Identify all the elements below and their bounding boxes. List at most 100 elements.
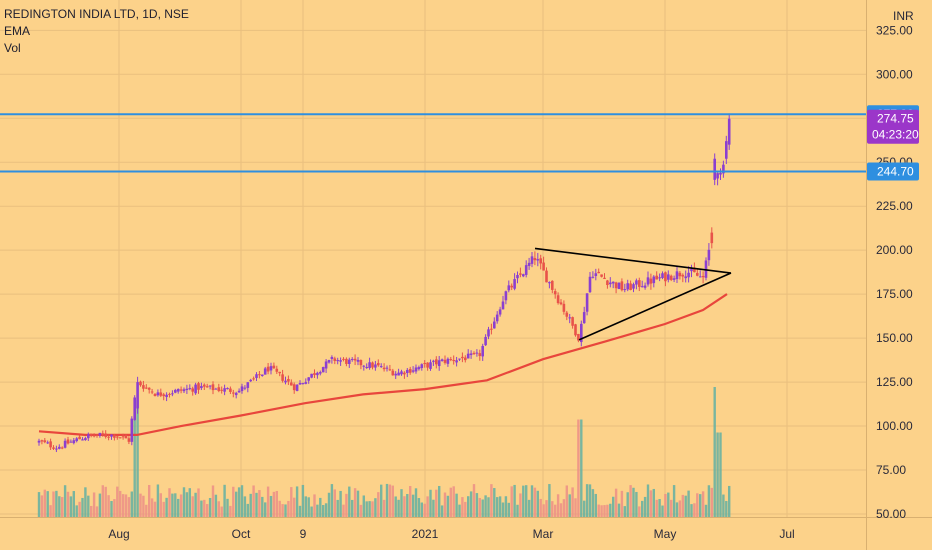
candle-body[interactable] [113,435,116,438]
candle-body[interactable] [379,366,383,368]
candle-body[interactable] [565,312,569,317]
candle-body[interactable] [49,441,52,448]
candle-body[interactable] [174,389,177,393]
candle-body[interactable] [324,361,328,369]
candle-body[interactable] [655,275,658,280]
candle-body[interactable] [133,397,136,420]
candle-body[interactable] [530,256,534,264]
candle-body[interactable] [374,364,377,368]
candle-body[interactable] [284,380,287,383]
candle-body[interactable] [237,390,241,393]
candle-body[interactable] [632,284,635,289]
candle-body[interactable] [524,265,528,275]
candle-body[interactable] [107,436,110,438]
candle-body[interactable] [461,356,464,359]
candle-body[interactable] [330,356,334,359]
candle-body[interactable] [43,440,47,443]
candle-body[interactable] [84,438,87,441]
candle-body[interactable] [614,282,618,289]
candle-body[interactable] [464,357,467,361]
candle-body[interactable] [466,353,470,359]
candle-body[interactable] [58,446,61,449]
candle-body[interactable] [629,283,632,291]
candle-body[interactable] [249,379,252,382]
candle-body[interactable] [139,381,142,386]
candle-body[interactable] [513,279,516,289]
candle-body[interactable] [725,141,728,159]
candle-body[interactable] [455,360,458,363]
candle-body[interactable] [92,435,96,437]
candle-body[interactable] [130,418,134,442]
candle-body[interactable] [269,366,273,371]
candle-body[interactable] [652,276,656,284]
candle-body[interactable] [443,359,447,363]
candle-body[interactable] [252,378,255,380]
candle-body[interactable] [626,283,629,290]
candle-body[interactable] [698,276,702,278]
candle-body[interactable] [321,367,325,373]
candle-body[interactable] [658,277,661,279]
candle-body[interactable] [478,353,482,357]
candle-body[interactable] [55,448,58,450]
candle-body[interactable] [449,359,453,361]
candle-body[interactable] [365,366,368,368]
candle-body[interactable] [649,278,653,284]
candle-body[interactable] [533,258,537,261]
candle-body[interactable] [391,370,395,376]
candle-body[interactable] [519,273,522,275]
candle-body[interactable] [234,392,238,396]
candle-body[interactable] [205,386,209,388]
candle-body[interactable] [620,281,624,291]
candle-body[interactable] [417,367,421,370]
candle-body[interactable] [545,270,548,283]
candle-body[interactable] [63,440,67,448]
candle-body[interactable] [104,433,107,437]
candle-body[interactable] [95,434,99,436]
candle-body[interactable] [307,377,310,381]
candle-body[interactable] [327,359,331,363]
candle-body[interactable] [176,388,180,392]
candle-body[interactable] [136,382,139,409]
candle-body[interactable] [623,289,627,291]
candle-body[interactable] [643,285,647,288]
candle-body[interactable] [553,291,557,295]
candle-body[interactable] [638,280,641,287]
candle-body[interactable] [432,360,435,362]
candle-body[interactable] [536,259,540,261]
candle-body[interactable] [298,383,302,385]
candle-body[interactable] [382,367,386,370]
candle-body[interactable] [304,382,308,384]
candle-body[interactable] [609,282,612,285]
candle-body[interactable] [142,385,145,389]
candle-body[interactable] [408,368,412,373]
candle-body[interactable] [490,328,493,330]
candle-body[interactable] [356,359,360,362]
candle-body[interactable] [194,384,197,394]
candle-body[interactable] [475,352,479,354]
candle-body[interactable] [52,447,55,449]
candle-body[interactable] [310,373,313,378]
candle-body[interactable] [359,360,363,366]
candle-body[interactable] [672,278,676,280]
candle-body[interactable] [498,309,502,315]
candle-body[interactable] [696,272,699,276]
candle-body[interactable] [191,388,194,392]
candle-body[interactable] [681,274,685,277]
candle-body[interactable] [75,438,78,442]
candle-body[interactable] [377,362,380,366]
candle-body[interactable] [246,382,250,388]
candle-body[interactable] [153,393,157,397]
candle-body[interactable] [255,374,258,378]
candle-body[interactable] [687,272,690,278]
candle-body[interactable] [617,282,621,289]
candle-body[interactable] [664,272,667,282]
candle-body[interactable] [559,302,563,305]
candle-body[interactable] [484,336,487,346]
candle-body[interactable] [446,358,450,364]
trendline[interactable] [578,272,732,341]
candle-body[interactable] [690,268,693,272]
candle-body[interactable] [127,438,131,442]
candle-body[interactable] [727,118,731,145]
candle-body[interactable] [411,370,415,372]
candle-body[interactable] [669,275,673,280]
